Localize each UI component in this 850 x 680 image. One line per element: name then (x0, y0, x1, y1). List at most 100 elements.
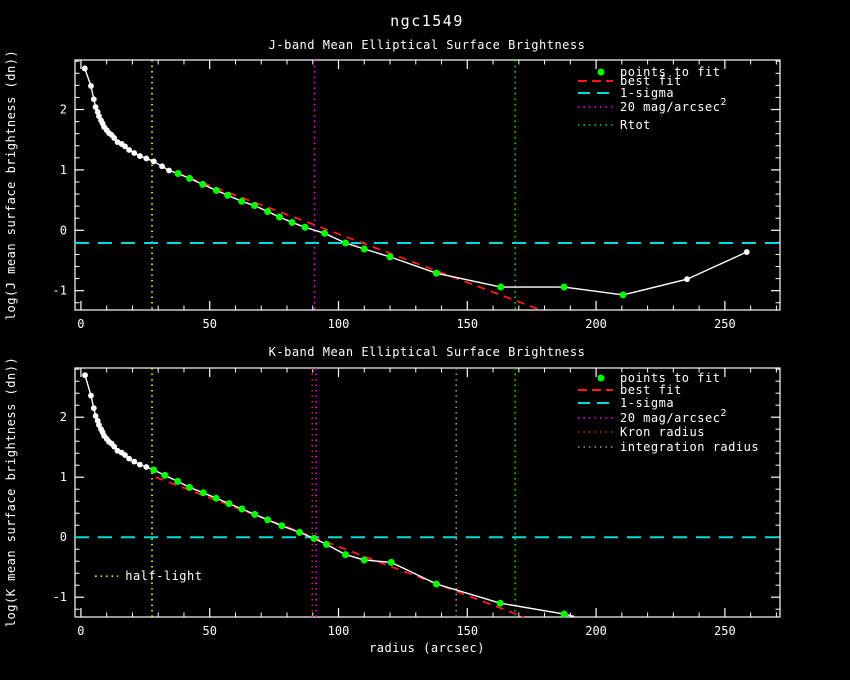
fit-point (432, 269, 440, 277)
main-title: ngc1549 (390, 12, 464, 30)
y-tick-label: -1 (53, 590, 67, 604)
fit-point (301, 223, 309, 231)
fit-point (224, 191, 232, 199)
legend-label-20-mag-arcsec: 20 mag/arcsec2 (620, 408, 727, 425)
fit-point (387, 558, 395, 566)
data-point (81, 65, 88, 72)
fit-point (199, 489, 207, 497)
data-point (122, 452, 128, 458)
fit-point (186, 174, 194, 182)
legend-label-1-sigma: 1-sigma (620, 86, 674, 100)
fit-point (161, 471, 169, 479)
data-point (743, 249, 750, 255)
y-tick-label: 1 (60, 163, 67, 177)
data-point (131, 150, 138, 156)
fit-point (360, 245, 368, 253)
annotation-label-half-light: half-light (125, 569, 202, 583)
y-tick-label: 0 (60, 530, 67, 544)
k-y-axis-label: log(K mean surface brightness (dn)) (4, 357, 18, 627)
fit-point (251, 202, 259, 210)
fit-point (386, 253, 394, 261)
y-tick-label: 1 (60, 470, 67, 484)
fit-point (560, 283, 568, 291)
fit-point (174, 170, 182, 178)
j-y-axis-label: log(J mean surface brightness (dn)) (4, 50, 18, 320)
legend-label-best-fit: best fit (620, 74, 682, 88)
legend-label-1-sigma: 1-sigma (620, 396, 674, 410)
data-point (159, 163, 165, 170)
fit-point (619, 291, 627, 299)
data-point (137, 461, 143, 468)
j-band-panel-title: J-band Mean Elliptical Surface Brightnes… (269, 38, 586, 52)
x-tick-label: 150 (456, 317, 478, 331)
fit-point (225, 500, 233, 508)
x-tick-label: 100 (328, 624, 350, 638)
legend-label-points-to-fit: points to fit (620, 65, 720, 79)
fit-point (238, 197, 246, 205)
y-tick-label: -1 (53, 284, 67, 298)
x-tick-label: 100 (328, 317, 350, 331)
fit-point (497, 283, 505, 291)
fit-point (560, 610, 568, 618)
fit-point (150, 466, 158, 474)
data-point (131, 458, 138, 465)
x-tick-label: 250 (714, 317, 736, 331)
fit-point (238, 505, 246, 513)
fit-point (288, 218, 296, 226)
fit-point (296, 528, 304, 536)
legend-label-rtot: Rtot (620, 118, 651, 132)
x-tick-label: 0 (77, 624, 84, 638)
best-fit-line (175, 172, 542, 311)
x-tick-label: 150 (456, 624, 478, 638)
data-point (122, 143, 128, 150)
data-point (684, 276, 690, 283)
fit-point (341, 239, 349, 247)
fit-point (310, 534, 318, 542)
axis-frame (74, 59, 781, 311)
data-point (88, 392, 94, 399)
data-point (137, 153, 143, 159)
x-tick-label: 200 (585, 317, 607, 331)
y-tick-label: 2 (60, 410, 67, 424)
fit-point (212, 186, 220, 194)
data-point (143, 155, 150, 162)
fit-point (264, 516, 272, 524)
x-tick-label: 250 (714, 624, 736, 638)
axis-frame (74, 367, 781, 618)
legend-label-points-to-fit: points to fit (620, 371, 720, 385)
fit-point (322, 540, 330, 548)
legend-label-20-mag-arcsec: 20 mag/arcsec2 (620, 97, 727, 114)
fit-point (212, 494, 220, 502)
data-point (111, 443, 118, 450)
y-tick-label: 2 (60, 103, 67, 117)
data-point (90, 405, 97, 412)
fit-point (276, 213, 284, 221)
data-point (150, 158, 157, 165)
fit-point (360, 556, 368, 564)
legend-label-kron-radius: Kron radius (620, 425, 705, 439)
legend-label-integration-radius: integration radius (620, 440, 759, 454)
k-band-panel-title: K-band Mean Elliptical Surface Brightnes… (269, 345, 586, 359)
fit-point (199, 180, 207, 188)
data-point (90, 96, 97, 103)
x-axis-label: radius (arcsec) (369, 641, 485, 655)
legend-sample-points-to-fit (597, 374, 605, 382)
data-point (126, 455, 132, 462)
fit-point (432, 580, 440, 588)
fit-point (264, 208, 272, 216)
x-tick-label: 200 (585, 624, 607, 638)
data-point (111, 134, 118, 141)
data-point (88, 83, 94, 89)
data-point (92, 413, 99, 419)
data-point (92, 104, 99, 111)
fit-point (174, 477, 182, 485)
data-point (143, 464, 150, 470)
x-tick-label: 50 (202, 317, 216, 331)
x-tick-label: 50 (202, 624, 216, 638)
fit-point (496, 599, 504, 607)
legend-label-best-fit: best fit (620, 383, 682, 397)
data-point (166, 167, 172, 174)
